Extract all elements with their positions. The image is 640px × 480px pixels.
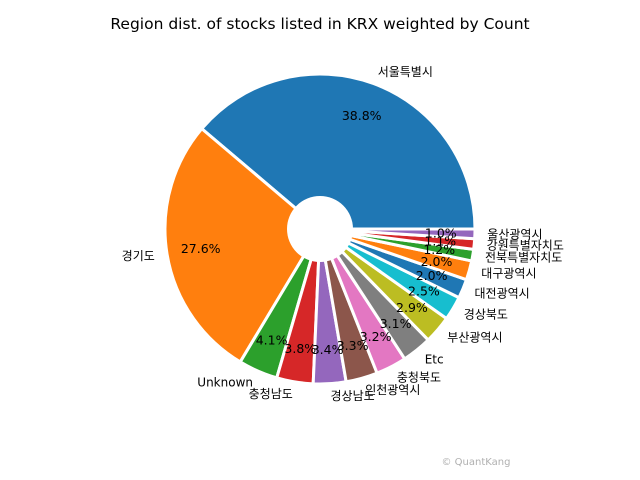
slice-category-label: 경상남도 [331, 389, 375, 403]
slice-percent-label: 2.9% [396, 300, 428, 315]
slice-category-label: 충청북도 [397, 371, 441, 385]
slice-percent-label: 2.0% [416, 268, 448, 283]
pie-slices [163, 72, 477, 386]
slice-percent-label: 38.8% [342, 108, 382, 123]
slice-category-label: 부산광역시 [447, 331, 502, 345]
slice-percent-label: 4.1% [256, 332, 288, 347]
slice-category-label: 경기도 [122, 249, 155, 263]
slice-category-label: 인천광역시 [365, 382, 420, 397]
slice-percent-label: 2.0% [421, 254, 453, 269]
slice-percent-label: 3.3% [337, 338, 369, 353]
pie-slice [318, 227, 477, 241]
slice-category-label: Etc [425, 353, 444, 367]
slice-percent-label: 1.2% [423, 242, 455, 257]
slice-percent-label: 1.0% [425, 225, 457, 240]
pie-slice [163, 127, 322, 364]
slice-percent-label: 2.5% [408, 283, 440, 298]
slice-category-label: 대전광역시 [475, 287, 530, 301]
slice-category-label: 대구광역시 [481, 267, 536, 281]
chart-title: Region dist. of stocks listed in KRX wei… [110, 15, 529, 33]
slice-category-label: Unknown [197, 375, 253, 389]
slice-percent-label: 27.6% [181, 241, 221, 256]
pie-slice [200, 72, 477, 231]
slice-category-label: 전북특별자치도 [485, 250, 562, 264]
watermark-text: © QuantKang [442, 457, 511, 468]
percentage-labels: 38.8% 27.6% 4.1%3.8%3.4%3.3%3.2%3.1%2.9% 2.… [181, 108, 457, 357]
slice-category-label: 충청남도 [249, 387, 293, 401]
slice-category-label: 울산광역시 [487, 227, 542, 241]
slice-percent-label: 3.8% [284, 341, 316, 356]
slice-percent-label: 3.4% [312, 342, 344, 357]
slice-percent-label: 3.2% [360, 329, 392, 344]
donut-hole [287, 196, 353, 262]
slice-category-label: 서울특별시 [378, 65, 433, 79]
slice-percent-label: 1.1% [424, 233, 456, 248]
slice-category-label: 경상북도 [464, 308, 508, 322]
slice-percent-label: 3.1% [380, 316, 412, 331]
slice-category-label: 강원특별자치도 [487, 238, 564, 252]
